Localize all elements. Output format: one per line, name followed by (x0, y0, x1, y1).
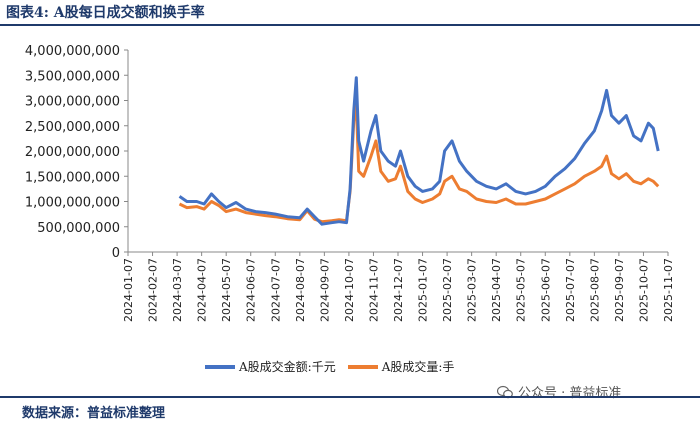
watermark-text: 公众号 · 普益标准 (518, 386, 622, 401)
legend-swatch-amount (205, 364, 235, 369)
series-line-volume (178, 101, 660, 224)
data-source: 数据来源：普益标准整理 (22, 406, 166, 421)
top-rule (0, 24, 700, 26)
bottom-rule (0, 396, 700, 398)
x-tick-label: 2025-10-07 (637, 258, 650, 322)
x-tick-label: 2024-10-07 (343, 258, 356, 322)
series-line-amount (178, 76, 660, 226)
x-tick-label: 2024-01-07 (122, 258, 135, 322)
x-tick-label: 2024-08-07 (294, 258, 307, 322)
x-tick-label: 2024-12-07 (392, 258, 405, 322)
x-tick-label: 2024-03-07 (171, 258, 184, 322)
y-tick-label: 1,000,000,000 (25, 196, 120, 211)
x-tick-label: 2025-03-07 (466, 258, 479, 322)
y-tick-label: 1,500,000,000 (25, 170, 120, 185)
x-tick-label: 2024-06-07 (245, 258, 258, 322)
legend-swatch-volume (347, 364, 378, 369)
y-tick-label: 3,000,000,000 (25, 95, 120, 110)
x-tick-label: 2025-11-07 (662, 258, 675, 322)
x-tick-label: 2024-07-07 (269, 258, 282, 322)
chart-title: 图表4: A股每日成交额和换手率 (6, 5, 205, 21)
x-tick-label: 2025-07-07 (564, 258, 577, 322)
x-tick-label: 2024-05-07 (220, 258, 233, 322)
x-tick-label: 2025-01-07 (417, 258, 430, 322)
line-chart: 4,000,000,000 3,500,000,000 3,000,000,000 2… (25, 44, 675, 322)
legend: A股成交金额:千元 A股成交量:手 (205, 358, 466, 375)
legend-item-volume: A股成交量:手 (347, 358, 455, 375)
y-tick-label: 2,000,000,000 (25, 145, 120, 160)
legend-label-volume: A股成交量:手 (381, 360, 455, 374)
y-tick-label: 2,500,000,000 (25, 120, 120, 135)
x-tick-label: 2024-11-07 (367, 258, 380, 322)
x-tick-label: 2025-04-07 (490, 258, 503, 322)
x-tick-label: 2025-09-07 (613, 258, 626, 322)
x-tick-label: 2024-02-07 (147, 258, 160, 322)
legend-item-amount: A股成交金额:千元 (205, 358, 336, 375)
legend-label-amount: A股成交金额:千元 (239, 360, 336, 374)
y-tick-label: 500,000,000 (37, 221, 120, 236)
x-tick-label: 2024-04-07 (196, 258, 209, 322)
x-tick-label: 2025-06-07 (539, 258, 552, 322)
y-tick-label: 0 (112, 246, 120, 261)
watermark: 公众号 · 普益标准 (497, 382, 621, 401)
y-tick-label: 4,000,000,000 (25, 44, 120, 59)
x-tick-label: 2025-08-07 (588, 258, 601, 322)
y-tick-label: 3,500,000,000 (25, 69, 120, 84)
x-tick-label: 2025-05-07 (515, 258, 528, 322)
x-tick-label: 2025-02-07 (441, 258, 454, 322)
x-tick-label: 2024-09-07 (318, 258, 331, 322)
